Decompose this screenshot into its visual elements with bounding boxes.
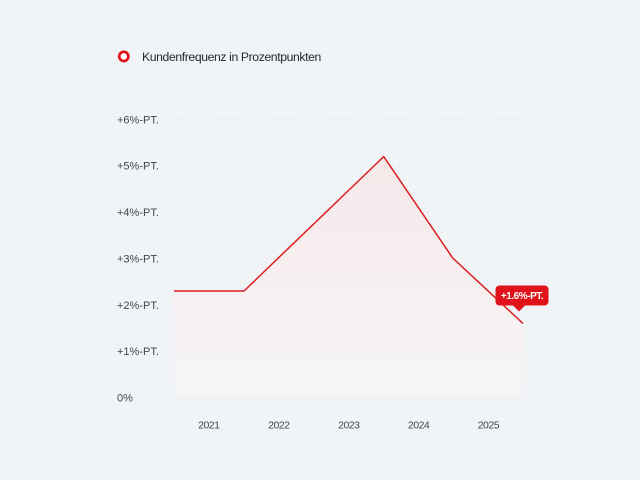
svg-text:+6%-PT.: +6%-PT. — [117, 114, 159, 126]
svg-text:+1%-PT.: +1%-PT. — [117, 346, 159, 358]
svg-text:+2%-PT.: +2%-PT. — [117, 300, 159, 312]
svg-text:+1.6%-PT.: +1.6%-PT. — [501, 291, 544, 302]
svg-text:2025: 2025 — [478, 420, 500, 432]
svg-text:Kundenfrequenz in Prozentpunkt: Kundenfrequenz in Prozentpunkten — [142, 50, 321, 64]
svg-text:2021: 2021 — [198, 420, 220, 432]
svg-text:2024: 2024 — [408, 420, 430, 432]
svg-text:2023: 2023 — [338, 420, 360, 432]
svg-text:+3%-PT.: +3%-PT. — [117, 253, 159, 265]
svg-text:2022: 2022 — [268, 420, 290, 432]
svg-text:+4%-PT.: +4%-PT. — [117, 207, 159, 219]
svg-text:0%: 0% — [117, 393, 133, 405]
svg-text:+5%-PT.: +5%-PT. — [117, 161, 159, 173]
